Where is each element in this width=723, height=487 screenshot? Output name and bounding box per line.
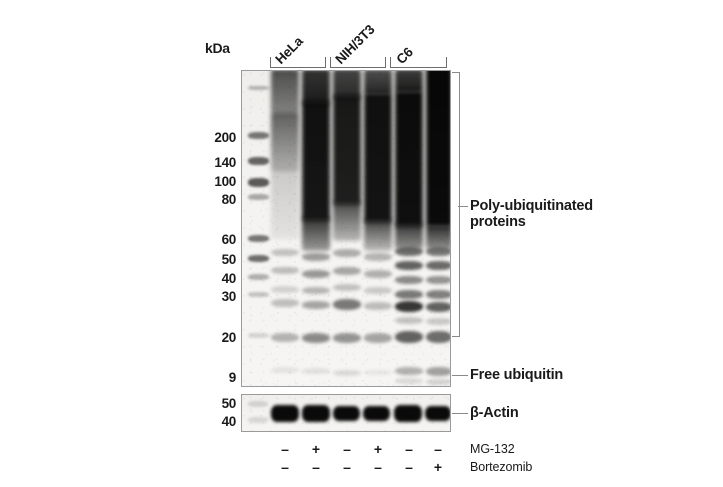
mw-marker-50: 50 [221,252,237,267]
blot-panel-beta-actin [241,394,451,432]
actin-band-lane-2 [302,405,330,422]
mw-marker-40: 40 [221,271,237,286]
actin-band-lane-4 [363,406,390,421]
actin-band-lane-6 [425,406,450,421]
label-free-ubiquitin: Free ubiquitin [470,367,564,383]
treatment-name-mg132: MG-132 [470,442,515,456]
lane-4-nih3t3-mg132 [364,71,392,386]
kda-axis-label: kDa [205,40,230,56]
mw-marker-80: 80 [221,192,237,207]
mg132-lane-2: + [311,441,321,457]
label-beta-actin: β-Actin [470,405,519,421]
mw-marker-200: 200 [214,130,236,145]
mg132-lane-3: – [343,441,351,457]
polyubiquitin-bracket [452,72,460,337]
mw-marker-9: 9 [228,370,237,385]
lane-1-hela-untreated [271,71,299,386]
lane-ladder [248,71,269,386]
mg132-lane-6: – [434,441,442,457]
cell-line-bracket-nih3t3 [330,57,386,68]
bortezomib-lane-3: – [343,459,351,475]
mw-marker-column: 200 140 100 80 60 50 40 30 20 9 50 40 [192,0,236,487]
actin-band-lane-3 [333,406,360,421]
lane-2-hela-mg132 [302,71,330,386]
mw-marker-30: 30 [221,289,237,304]
bortezomib-lane-5: – [405,459,413,475]
label-polyubiquitinated-proteins: Poly-ubiquitinated proteins [470,198,593,231]
lane-3-nih3t3-untreated [333,71,361,386]
mw-marker-actin-50: 50 [221,396,237,411]
blot-panel-polyubiquitin [241,70,451,387]
mw-marker-actin-40: 40 [221,414,237,429]
beta-actin-tick [452,413,468,414]
treatment-name-bortezomib: Bortezomib [470,460,533,474]
mg132-lane-5: – [405,441,413,457]
mw-marker-20: 20 [221,330,237,345]
free-ubiquitin-tick [452,375,468,376]
cell-line-bracket-c6 [390,57,447,68]
mg132-lane-1: – [281,441,289,457]
mw-marker-60: 60 [221,232,237,247]
actin-band-lane-5 [394,405,422,422]
lane-5-c6-untreated [395,71,423,386]
mw-marker-100: 100 [214,174,236,189]
mw-marker-140: 140 [214,155,236,170]
bortezomib-lane-4: – [374,459,382,475]
lane-6-c6-bortezomib [426,71,450,386]
cell-line-bracket-hela [270,57,326,68]
bortezomib-lane-6: + [433,459,443,475]
mg132-lane-4: + [373,441,383,457]
bortezomib-lane-2: – [312,459,320,475]
polyubiquitin-tick [458,206,468,207]
actin-band-lane-1 [271,405,299,422]
bortezomib-lane-1: – [281,459,289,475]
